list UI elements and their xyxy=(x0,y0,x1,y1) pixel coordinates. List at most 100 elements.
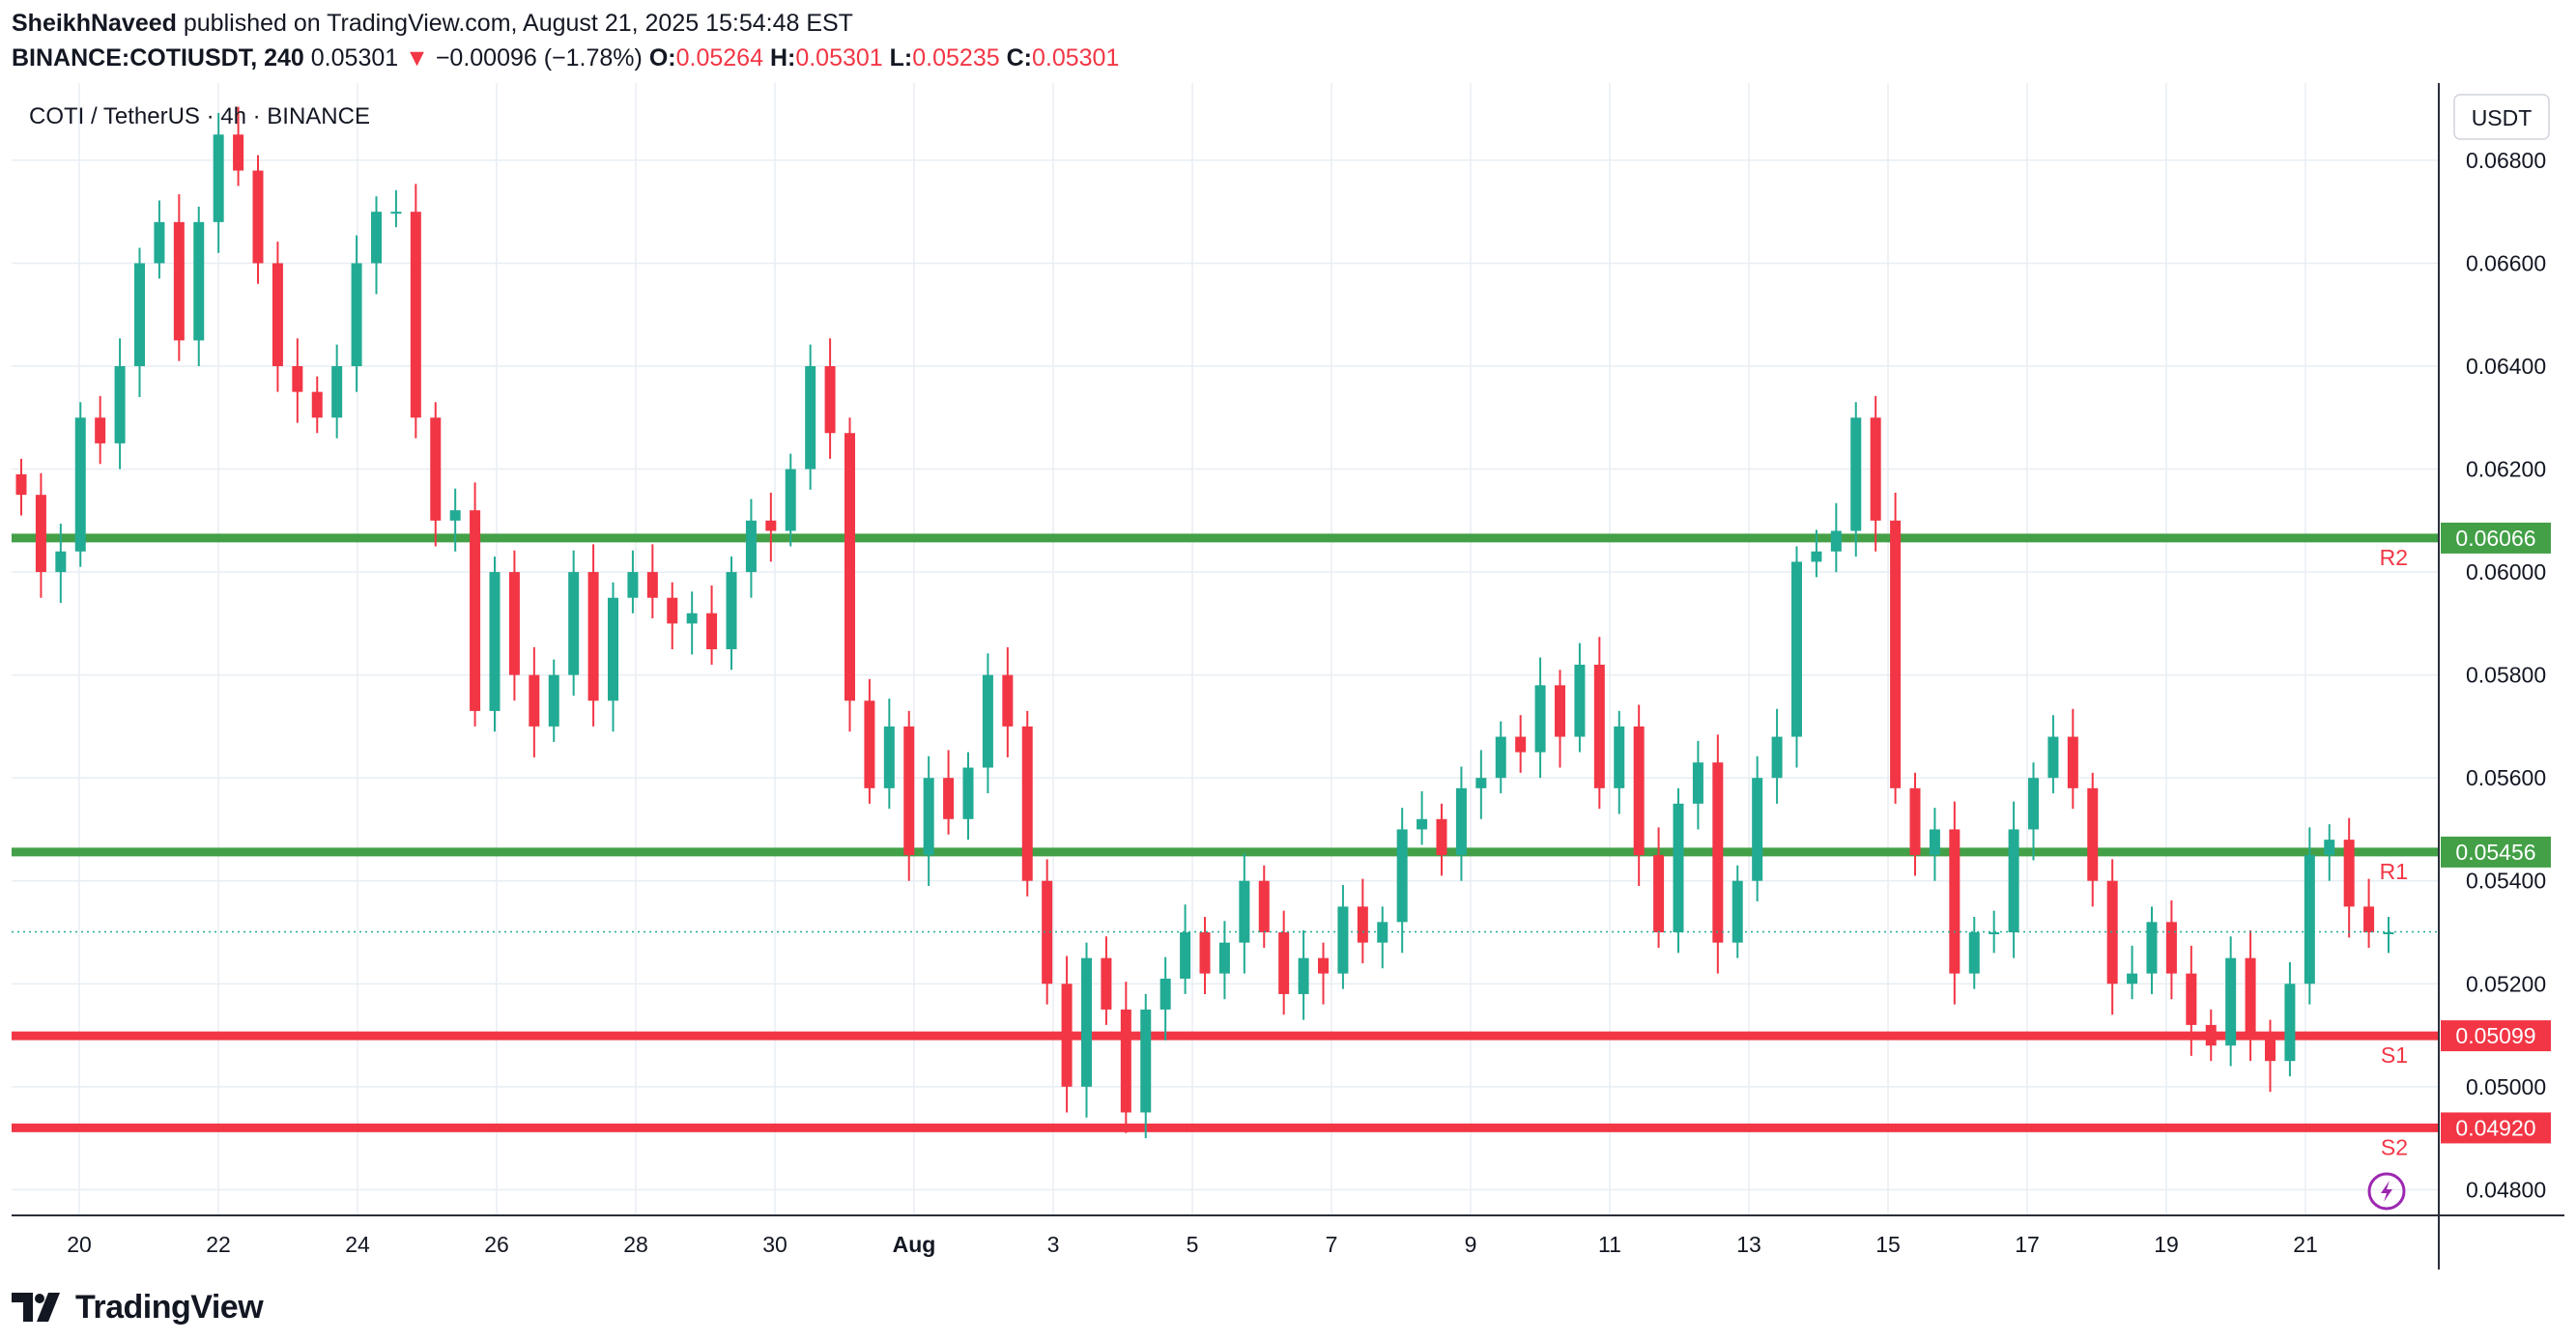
price-tick-label: 0.06800 xyxy=(2466,148,2546,173)
candle-body xyxy=(2304,855,2315,984)
candle-body xyxy=(1968,932,1980,974)
candle-body xyxy=(1732,880,1743,943)
level-name-s1: S1 xyxy=(2381,1042,2408,1068)
candle-body xyxy=(449,510,461,521)
candle-body xyxy=(883,726,895,788)
candle-body xyxy=(627,572,639,598)
level-tag-label: 0.05456 xyxy=(2455,840,2535,865)
candle-body xyxy=(371,212,382,264)
candle-body xyxy=(1258,880,1270,932)
candle-body xyxy=(1673,803,1684,932)
time-tick-label: 5 xyxy=(1187,1232,1199,1257)
price-tick-label: 0.05600 xyxy=(2466,765,2546,790)
candle-body xyxy=(114,366,126,443)
close-label: C: xyxy=(1006,44,1032,71)
candle-body xyxy=(2106,880,2118,984)
candle-body xyxy=(1396,829,1408,923)
candlestick-series xyxy=(15,106,2394,1139)
candle-body xyxy=(1752,778,1763,881)
candle-body xyxy=(1436,818,1447,856)
candle-body xyxy=(726,572,737,649)
time-tick-label: 19 xyxy=(2154,1232,2179,1257)
time-tick-label: 9 xyxy=(1465,1232,1477,1257)
candle-body xyxy=(943,778,955,819)
time-tick-label: 28 xyxy=(623,1232,648,1257)
price-tick-label: 0.05400 xyxy=(2466,869,2546,894)
time-tick-label: 24 xyxy=(345,1232,370,1257)
last-price: 0.05301 xyxy=(310,44,399,71)
candle-body xyxy=(233,134,244,171)
candle-body xyxy=(903,726,915,856)
candle-body xyxy=(508,572,520,675)
high-value: 0.05301 xyxy=(795,44,883,71)
candle-body xyxy=(1515,736,1527,753)
time-tick-label: 11 xyxy=(1598,1232,1621,1257)
candle-body xyxy=(1614,726,1625,788)
candle-body xyxy=(923,778,934,856)
currency-button[interactable] xyxy=(2453,94,2550,140)
candle-body xyxy=(15,473,27,496)
chart-header: SheikhNaveed published on TradingView.co… xyxy=(12,6,2562,75)
candle-body xyxy=(1771,736,1783,779)
candle-body xyxy=(134,263,145,366)
candle-body xyxy=(1180,932,1191,979)
candle-body xyxy=(548,674,559,727)
tradingview-logo[interactable]: TradingView xyxy=(12,1283,264,1331)
candle-body xyxy=(55,551,67,573)
candle-body xyxy=(2165,922,2177,974)
candle-body xyxy=(1042,880,1053,984)
candle-body xyxy=(1417,818,1428,830)
candle-body xyxy=(489,572,501,711)
down-arrow-icon: ▼ xyxy=(405,44,429,71)
time-tick-label: 15 xyxy=(1875,1232,1901,1257)
time-tick-label: 17 xyxy=(2015,1232,2040,1257)
candle-body xyxy=(2028,778,2039,830)
candle-body xyxy=(1791,561,1802,737)
candle-body xyxy=(1337,906,1349,974)
price-axis-labels: 0.04800 0.05000 0.05200 0.05400 0.05600 0.058… xyxy=(2466,148,2546,1202)
candle-body xyxy=(2008,829,2019,932)
candle-body xyxy=(706,613,718,649)
candle-body xyxy=(1830,530,1842,552)
candle-body xyxy=(864,700,875,788)
candle-body xyxy=(470,510,481,711)
candle-body xyxy=(568,572,580,675)
candle-body xyxy=(1712,762,1724,943)
candle-body xyxy=(1534,685,1546,753)
candle-body xyxy=(1890,520,1902,788)
candle-body xyxy=(1989,932,2000,934)
candle-body xyxy=(587,572,599,701)
candle-body xyxy=(252,170,264,264)
price-tick-label: 0.06600 xyxy=(2466,250,2546,275)
candle-body xyxy=(410,212,421,418)
low-value: 0.05235 xyxy=(912,44,1000,71)
candle-body xyxy=(2245,957,2256,1036)
time-tick-label: 3 xyxy=(1047,1232,1060,1257)
candle-body xyxy=(785,469,796,531)
time-tick-label: 26 xyxy=(484,1232,509,1257)
level-tag-label: 0.05099 xyxy=(2455,1023,2535,1048)
legend-title: COTI / TetherUS · 4h · BINANCE xyxy=(29,103,370,129)
candle-body xyxy=(1061,984,1073,1087)
candle-body xyxy=(2343,840,2355,907)
candle-body xyxy=(2186,973,2197,1025)
candle-body xyxy=(1239,880,1250,943)
tradingview-logo-icon xyxy=(12,1293,60,1322)
candle-body xyxy=(667,597,678,624)
candle-body xyxy=(2265,1035,2275,1062)
candle-body xyxy=(390,212,402,214)
candle-body xyxy=(1574,664,1586,737)
candle-body xyxy=(1555,685,1565,737)
candle-body xyxy=(2225,957,2237,1046)
price-tick-label: 0.04800 xyxy=(2466,1177,2546,1202)
author-name[interactable]: SheikhNaveed xyxy=(12,10,177,37)
price-tick-label: 0.06200 xyxy=(2466,457,2546,482)
candle-body xyxy=(430,417,442,521)
candle-body xyxy=(35,495,46,573)
lightning-icon[interactable] xyxy=(2367,1172,2406,1211)
candle-body xyxy=(1318,957,1329,974)
level-tag-bg xyxy=(2441,1020,2551,1052)
level-tag-label: 0.06066 xyxy=(2455,526,2535,551)
candle-body xyxy=(1002,674,1014,727)
